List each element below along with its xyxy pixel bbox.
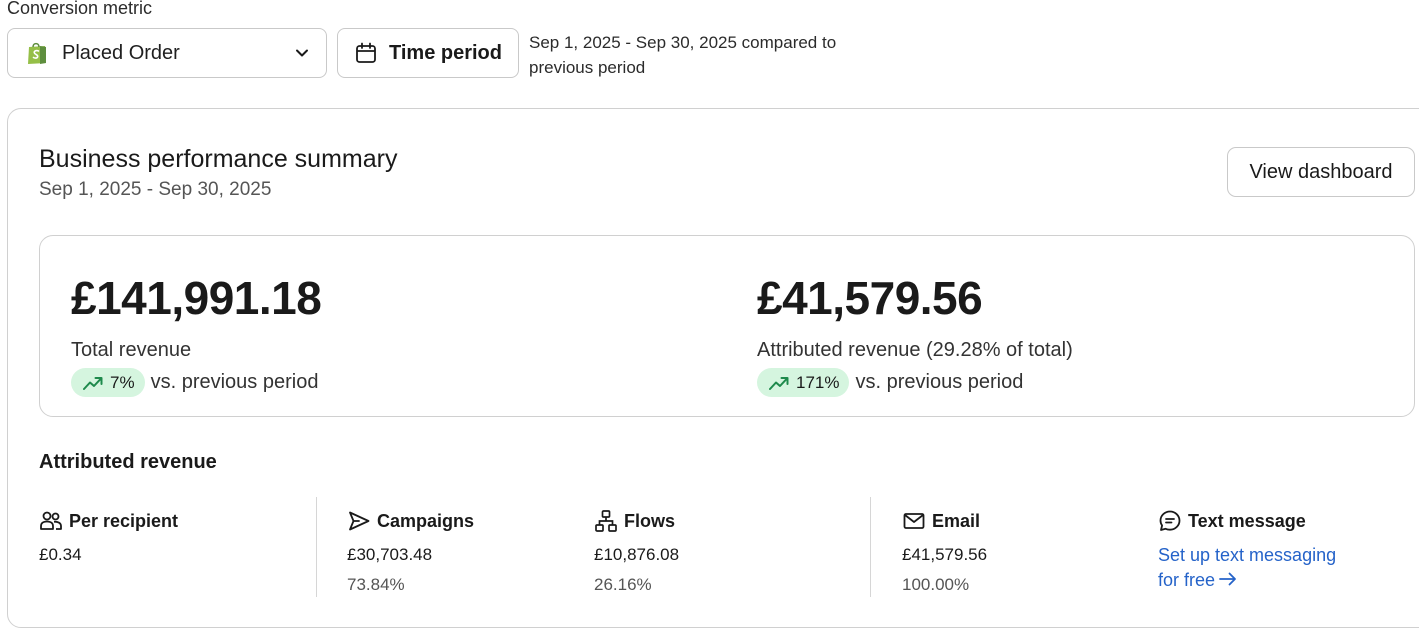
flows-icon xyxy=(594,509,618,533)
chat-icon xyxy=(1158,509,1182,533)
shopify-bag-icon xyxy=(26,41,48,65)
calendar-icon xyxy=(355,42,377,64)
email-label: Email xyxy=(932,510,981,531)
attributed-revenue-change: 171% vs. previous period xyxy=(757,368,1073,397)
email-header: Email xyxy=(902,507,987,535)
view-dashboard-button[interactable]: View dashboard xyxy=(1227,147,1415,197)
change-value: 7% xyxy=(110,372,135,392)
change-suffix: vs. previous period xyxy=(150,371,319,393)
business-performance-card: Business performance summary Sep 1, 2025… xyxy=(7,108,1419,628)
setup-text-messaging-link[interactable]: Set up text messaging for free xyxy=(1158,543,1358,593)
change-value: 171% xyxy=(796,372,840,392)
total-revenue-value: £141,991.18 xyxy=(71,272,322,324)
email-value: £41,579.56 xyxy=(902,545,988,564)
change-badge: 171% xyxy=(757,368,850,397)
card-date-range: Sep 1, 2025 - Sep 30, 2025 xyxy=(39,179,272,200)
time-period-label: Time period xyxy=(389,41,502,64)
attributed-revenue-kpi: £41,579.56 Attributed revenue (29.28% of… xyxy=(757,270,1073,397)
campaigns-column: Campaigns £30,703.48 73.84% xyxy=(347,507,474,595)
per-recipient-label: Per recipient xyxy=(69,510,179,531)
time-period-button[interactable]: Time period xyxy=(337,28,519,78)
column-divider xyxy=(316,497,317,597)
trending-up-icon xyxy=(768,374,790,392)
flows-column: Flows £10,876.08 26.16% xyxy=(594,507,679,595)
total-revenue-label: Total revenue xyxy=(71,339,192,361)
chevron-down-icon xyxy=(294,45,310,61)
per-recipient-column: Per recipient £0.34 xyxy=(39,507,178,565)
comparison-period-text: Sep 1, 2025 - Sep 30, 2025 compared to p… xyxy=(529,33,837,77)
column-divider xyxy=(870,497,871,597)
campaigns-percent: 73.84% xyxy=(347,575,405,594)
send-icon xyxy=(347,509,371,533)
people-icon xyxy=(39,509,63,533)
card-title: Business performance summary xyxy=(39,145,398,173)
text-message-label: Text message xyxy=(1188,510,1306,531)
change-badge: 7% xyxy=(71,368,145,397)
trending-up-icon xyxy=(82,374,104,392)
flows-header: Flows xyxy=(594,507,679,535)
attributed-revenue-value: £41,579.56 xyxy=(757,272,983,324)
flows-percent: 26.16% xyxy=(594,575,652,594)
conversion-metric-value: Placed Order xyxy=(62,41,180,64)
arrow-right-icon xyxy=(1219,568,1237,593)
attributed-revenue-heading: Attributed revenue xyxy=(39,451,217,473)
campaigns-label: Campaigns xyxy=(377,510,475,531)
per-recipient-header: Per recipient xyxy=(39,507,178,535)
email-column: Email £41,579.56 100.00% xyxy=(902,507,987,595)
flows-value: £10,876.08 xyxy=(594,545,680,564)
conversion-metric-select[interactable]: Placed Order xyxy=(7,28,327,78)
mail-icon xyxy=(902,509,926,533)
attributed-revenue-label: Attributed revenue (29.28% of total) xyxy=(757,339,1073,361)
kpi-box: £141,991.18 Total revenue 7% vs. previou… xyxy=(39,235,1415,417)
setup-text-messaging-label: Set up text messaging for free xyxy=(1158,545,1337,590)
flows-label: Flows xyxy=(624,510,676,531)
change-suffix: vs. previous period xyxy=(855,371,1024,393)
campaigns-header: Campaigns xyxy=(347,507,474,535)
campaigns-value: £30,703.48 xyxy=(347,545,433,564)
text-message-column: Text message Set up text messaging for f… xyxy=(1158,507,1358,593)
text-message-header: Text message xyxy=(1158,507,1358,535)
email-percent: 100.00% xyxy=(902,575,970,594)
per-recipient-value: £0.34 xyxy=(39,545,82,564)
conversion-metric-label: Conversion metric xyxy=(7,0,153,18)
total-revenue-change: 7% vs. previous period xyxy=(71,368,321,397)
total-revenue-kpi: £141,991.18 Total revenue 7% vs. previou… xyxy=(71,270,322,397)
